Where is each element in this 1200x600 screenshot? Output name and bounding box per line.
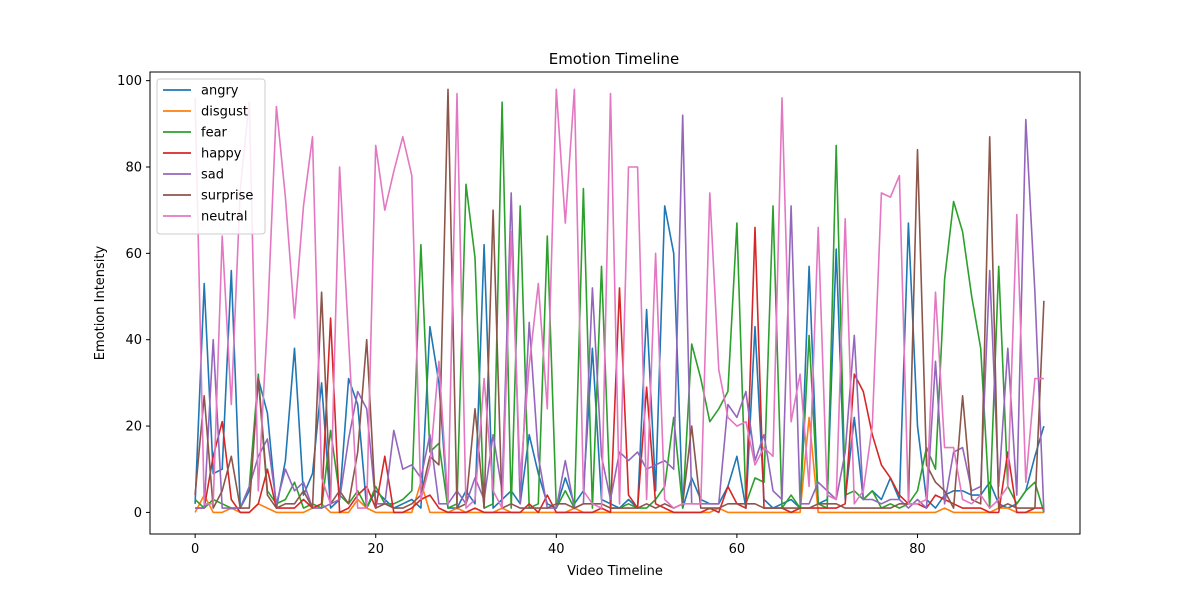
legend: angry disgust fear happy sad surprise neutral [156,78,266,235]
series-line-sad [195,114,1045,513]
y-axis: 0 20 40 60 80 100 [117,74,150,521]
series-layer [194,88,1045,514]
y-tick-label: 0 [134,506,142,521]
legend-label-neutral: neutral [201,210,248,225]
y-tick-label: 40 [125,333,142,348]
y-tick-label: 100 [117,74,142,89]
x-tick-label: 60 [729,542,746,557]
legend-label-happy: happy [201,147,242,162]
x-tick-label: 20 [367,542,384,557]
series-line-happy [195,226,1044,514]
chart-title: Emotion Timeline [549,50,680,68]
y-axis-title: Emotion Intensity [93,245,108,360]
legend-label-fear: fear [201,126,228,141]
legend-label-disgust: disgust [201,105,248,120]
legend-label-sad: sad [201,168,224,183]
x-tick-label: 0 [191,542,199,557]
x-tick-label: 80 [909,542,926,557]
series-line-surprise [194,88,1045,509]
y-tick-label: 60 [125,247,142,262]
legend-label-angry: angry [201,84,239,99]
legend-label-surprise: surprise [201,189,253,204]
y-tick-label: 20 [125,420,142,435]
series-line-neutral [194,88,1044,509]
plot-frame [149,71,1081,535]
series-line-disgust [194,416,1044,514]
y-tick-label: 80 [125,160,142,175]
x-axis-title: Video Timeline [567,564,663,579]
x-tick-label: 40 [548,542,565,557]
x-axis: 0 20 40 60 80 [191,534,926,557]
